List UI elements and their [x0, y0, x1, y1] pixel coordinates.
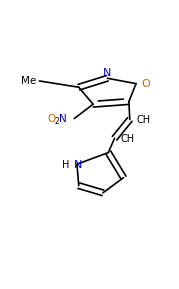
Text: CH: CH	[136, 115, 150, 125]
Text: CH: CH	[120, 134, 134, 144]
Text: H: H	[62, 160, 70, 170]
Text: N: N	[74, 160, 82, 170]
Text: N: N	[103, 68, 112, 78]
Text: O: O	[47, 114, 55, 125]
Text: Me: Me	[21, 76, 36, 86]
Text: O: O	[141, 79, 150, 89]
Text: 2: 2	[55, 117, 59, 126]
Text: N: N	[59, 114, 67, 125]
